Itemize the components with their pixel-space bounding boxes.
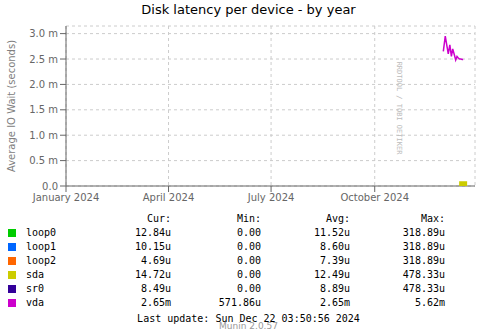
html-text:8.60u: 8.60u [319,241,350,252]
html-text:4.69u: 4.69u [140,255,171,266]
svg-text:October 2024: October 2024 [340,192,409,203]
html-text:0.00: 0.00 [236,283,261,294]
html-text:Max:: Max: [420,213,445,224]
html-text:0.00: 0.00 [236,241,261,252]
html-text:Cur:: Cur: [146,213,171,224]
html-text:318.89u: 318.89u [402,241,445,252]
svg-text:1.5 m: 1.5 m [29,104,58,115]
svg-text:April 2024: April 2024 [143,192,194,203]
svg-text:3.0 m: 3.0 m [29,28,58,39]
html-text:318.89u: 318.89u [402,227,445,238]
html-text:0.00: 0.00 [236,269,261,280]
html-text:7.39u: 7.39u [319,255,350,266]
html-text:Last update: Sun Dec 22 03:50:: Last update: Sun Dec 22 03:50:56 2024 [137,313,360,324]
html-text:vda: vda [26,297,45,308]
html-text:12.49u: 12.49u [313,269,350,280]
html-text:Disk latency per device - by y: Disk latency per device - by year [141,2,356,17]
html-text:10.15u: 10.15u [134,241,171,252]
html-text:478.33u: 478.33u [402,283,445,294]
html-text:0.00: 0.00 [236,255,261,266]
html-text:loop2: loop2 [26,255,57,266]
html-text:11.52u: 11.52u [313,227,350,238]
html-text:2.65m: 2.65m [140,297,171,308]
html-text:loop1: loop1 [26,241,57,252]
html-text:0.00: 0.00 [236,227,261,238]
html-text:478.33u: 478.33u [402,269,445,280]
svg-text:January 2024: January 2024 [32,192,100,203]
html-text:571.86u: 571.86u [218,297,261,308]
html-text:14.72u: 14.72u [134,269,171,280]
html-text:8.49u: 8.49u [140,283,171,294]
html-text:5.62m: 5.62m [414,297,445,308]
svg-text:2.0 m: 2.0 m [29,79,58,90]
html-text:Avg:: Avg: [325,213,350,224]
html-text:loop0: loop0 [26,227,57,238]
svg-text:July 2024: July 2024 [247,192,295,203]
html-text:RRDTOOL / TOBI OETIKER: RRDTOOL / TOBI OETIKER [395,61,403,155]
svg-text:1.0 m: 1.0 m [29,130,58,141]
html-text:12.84u: 12.84u [134,227,171,238]
svg-text:0.0: 0.0 [42,181,58,192]
html-text:sr0: sr0 [26,283,45,294]
html-text:2.65m: 2.65m [319,297,350,308]
html-text:318.89u: 318.89u [402,255,445,266]
html-text:sda: sda [26,269,45,280]
html-text:Min:: Min: [236,213,261,224]
svg-text:2.5 m: 2.5 m [29,54,58,65]
svg-text:0.5 m: 0.5 m [29,155,58,166]
html-text:8.89u: 8.89u [319,283,350,294]
html-text:Munin 2.0.57: Munin 2.0.57 [219,321,278,331]
svg-text:Average IO Wait (seconds): Average IO Wait (seconds) [8,40,17,172]
